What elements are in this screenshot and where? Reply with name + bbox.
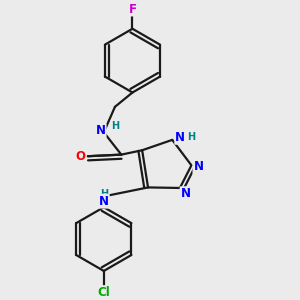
Text: H: H [111,121,119,131]
Text: F: F [128,2,136,16]
Text: N: N [175,131,185,144]
Text: Cl: Cl [98,286,110,299]
Text: N: N [96,124,106,137]
Text: H: H [187,132,195,142]
Text: O: O [75,150,85,163]
Text: N: N [194,160,203,173]
Text: H: H [100,188,108,199]
Text: N: N [99,195,109,208]
Text: N: N [181,187,190,200]
